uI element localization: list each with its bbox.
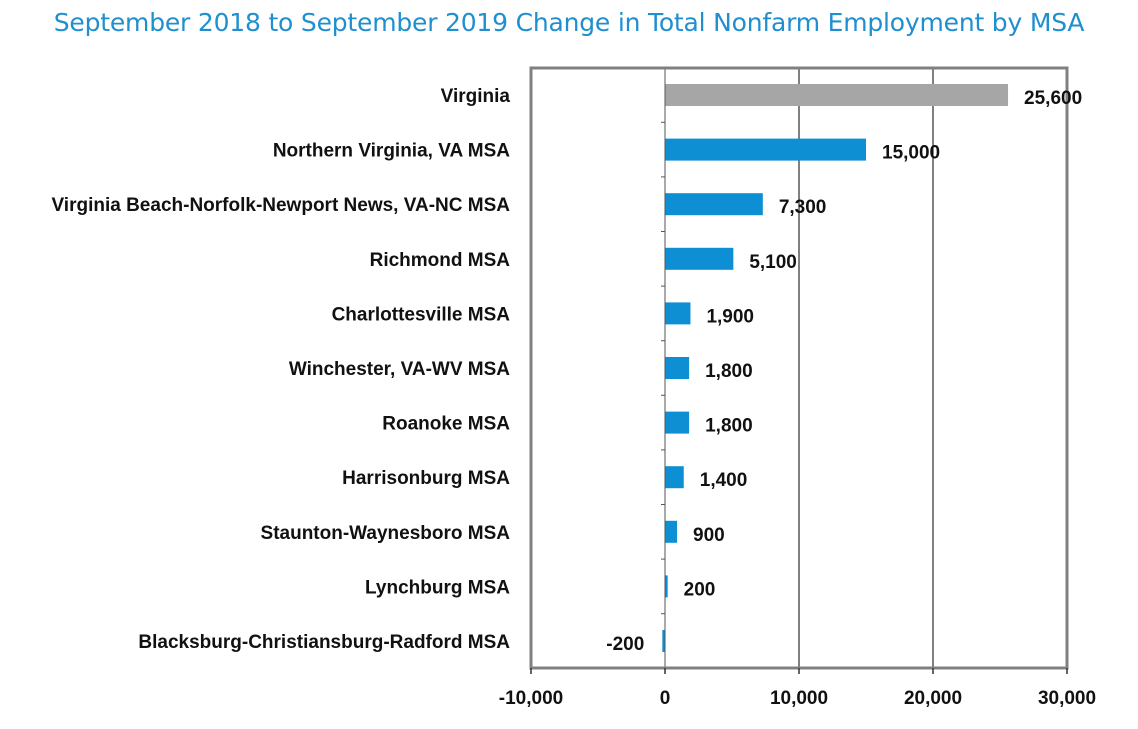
- data-label: 1,800: [705, 361, 753, 382]
- data-label: 1,400: [700, 470, 748, 491]
- x-tick-label: 30,000: [1038, 688, 1096, 709]
- chart-title: September 2018 to September 2019 Change …: [53, 8, 1085, 37]
- bar: [665, 302, 691, 325]
- axes: [529, 66, 1069, 674]
- labels: Virginia 25,600 Northern Virginia, VA MSA 1…: [51, 86, 1096, 709]
- data-label: 25,600: [1024, 88, 1082, 109]
- category-label: Winchester, VA-WV MSA: [289, 359, 510, 380]
- bar: [665, 138, 866, 161]
- data-label: 1,900: [706, 306, 754, 327]
- data-label: 5,100: [749, 252, 797, 273]
- x-tick-label: -10,000: [499, 688, 563, 709]
- bar: [665, 193, 763, 216]
- x-tick-label: 20,000: [904, 688, 962, 709]
- category-label: Charlottesville MSA: [332, 304, 511, 325]
- x-tick-label: 10,000: [770, 688, 828, 709]
- category-label: Virginia: [441, 86, 511, 107]
- data-label: 900: [693, 525, 725, 546]
- bar: [665, 84, 1009, 106]
- category-label: Lynchburg MSA: [365, 577, 510, 598]
- bar: [665, 411, 690, 434]
- data-label: 200: [684, 579, 716, 600]
- category-label: Roanoke MSA: [382, 414, 510, 435]
- bars: [662, 84, 1009, 652]
- category-label: Harrisonburg MSA: [342, 468, 510, 489]
- category-label: Staunton-Waynesboro MSA: [261, 523, 511, 544]
- category-label: Northern Virginia, VA MSA: [273, 141, 510, 162]
- data-label: 1,800: [705, 416, 753, 437]
- bar: [665, 466, 684, 489]
- category-label: Blacksburg-Christiansburg-Radford MSA: [138, 632, 510, 653]
- category-label: Richmond MSA: [370, 250, 511, 271]
- x-tick-label: 0: [660, 688, 671, 709]
- data-label: 7,300: [779, 197, 827, 218]
- category-label: Virginia Beach-Norfolk-Newport News, VA-…: [51, 195, 510, 216]
- data-label: -200: [606, 634, 644, 655]
- bar: [662, 630, 665, 652]
- bar: [665, 575, 668, 598]
- bar: [665, 247, 734, 270]
- data-label: 15,000: [882, 143, 940, 164]
- bar: [665, 520, 678, 543]
- bar: [665, 357, 690, 379]
